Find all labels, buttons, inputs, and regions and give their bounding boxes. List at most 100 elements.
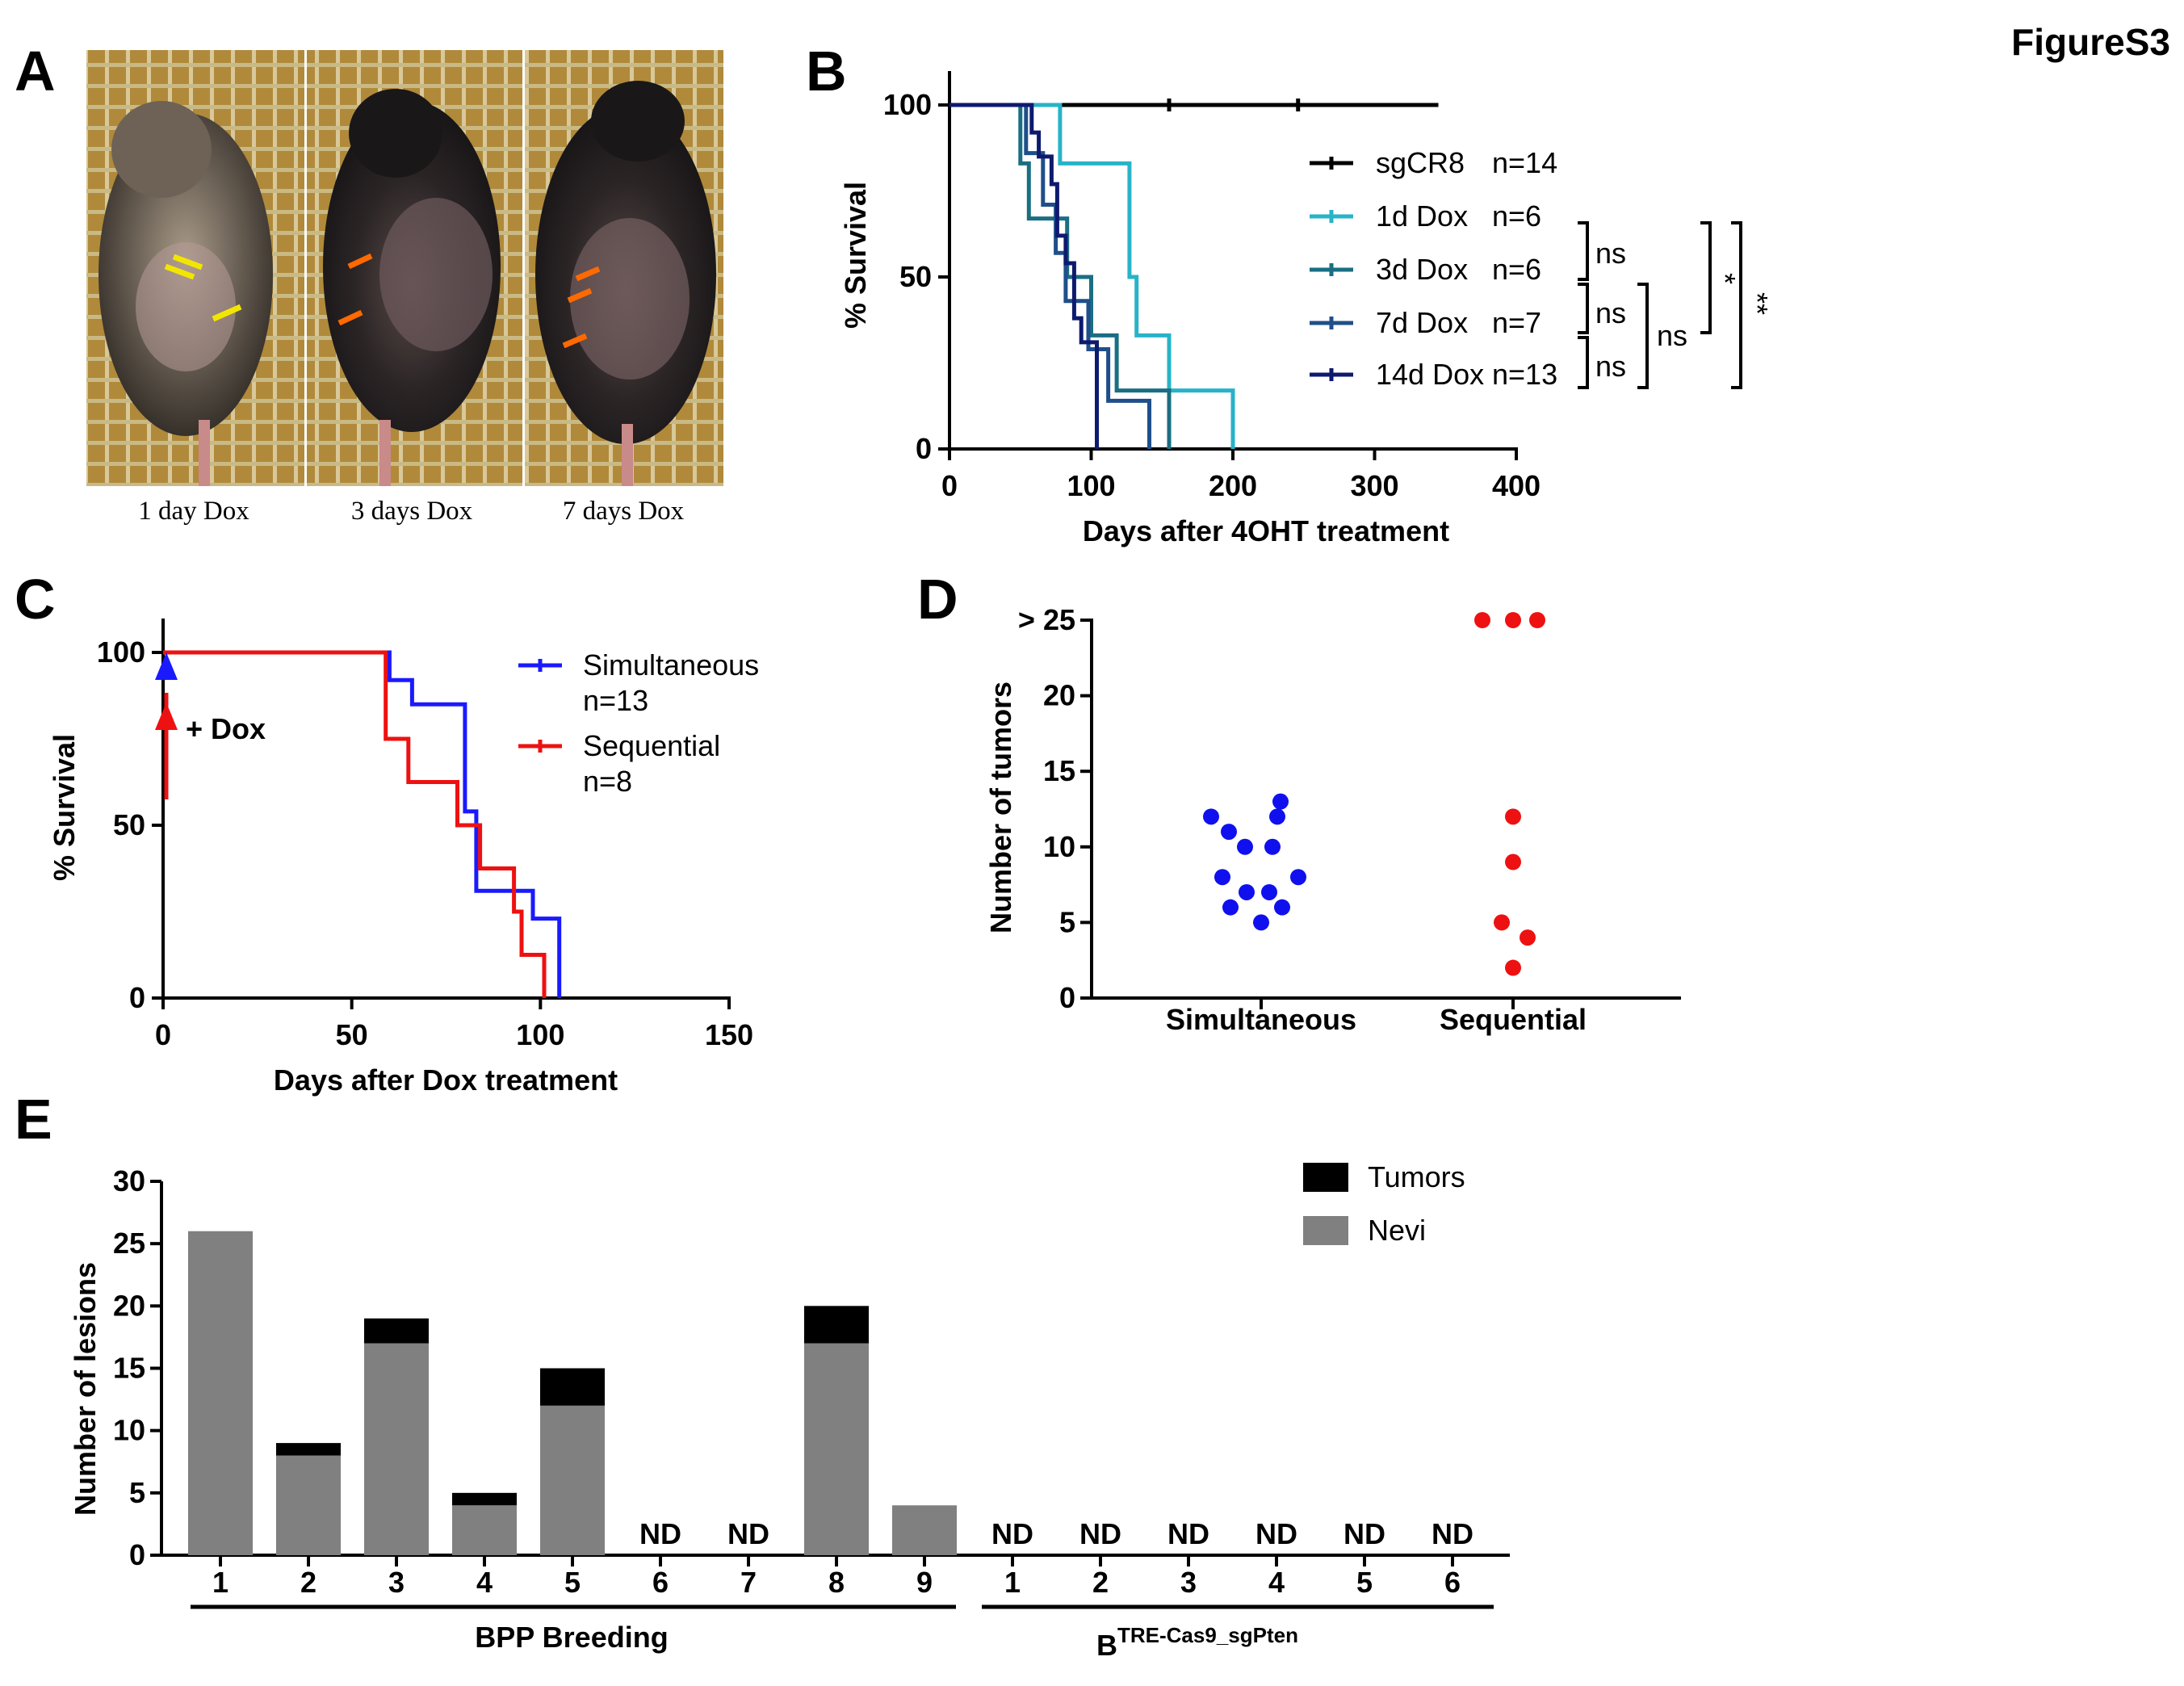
data-point (1505, 959, 1521, 976)
y-tick-label: 100 (883, 88, 932, 121)
x-tick-label: 8 (828, 1566, 845, 1599)
significance-bracket (1578, 336, 1589, 389)
significance-bracket (1731, 221, 1742, 389)
panel-e-ticks: 0 5 10 15 20 25 30 1 2 3 4 5 6 7 8 9 1 2 3 4 5 6 (113, 1164, 1461, 1599)
legend-series-name: 3d Dox (1376, 253, 1468, 286)
bar-nevi (452, 1505, 517, 1555)
y-tick-label: 30 (113, 1164, 145, 1197)
panel-b-x-label: Days after 4OHT treatment (1083, 514, 1449, 547)
panel-b-legend: sgCR8 n=14 1d Dox n=6 3d Dox n=6 7d Dox n=714d … (1310, 146, 1557, 391)
data-point (1203, 808, 1219, 825)
legend-series-n: n=6 (1492, 253, 1541, 286)
nd-label: ND (727, 1517, 769, 1550)
panel-e-bars: ND ND ND ND ND ND ND ND (188, 1231, 1473, 1555)
panel-d-scatter-chart: 0 5 10 15 20 > 25 Simultaneous Sequential Numbe… (984, 603, 1681, 1036)
data-point (1261, 883, 1277, 900)
legend-series-name: Simultaneous (583, 648, 759, 682)
data-point (1505, 808, 1521, 825)
bar-nevi (188, 1231, 253, 1555)
survival-line-14d-dox (949, 103, 1099, 449)
x-tick-label: 2 (300, 1566, 316, 1599)
y-tick-label: 0 (916, 432, 932, 465)
legend-label: Tumors (1368, 1160, 1465, 1193)
panel-b-ticks: 0 100 200 300 400 0 50 100 (883, 88, 1541, 502)
x-tick-label: 1 (212, 1566, 228, 1599)
data-point (1494, 914, 1510, 931)
panel-e-legend: Tumors Nevi (1303, 1160, 1465, 1247)
lesion-arrow (164, 263, 195, 280)
legend-series-n: n=13 (1492, 358, 1557, 391)
data-point (1272, 793, 1289, 810)
panel-label-e: E (15, 1088, 52, 1151)
data-point (1274, 899, 1290, 916)
lesion-arrow (337, 309, 363, 326)
data-point (1474, 612, 1490, 628)
lesion-arrow (567, 287, 593, 304)
legend-series-n: n=6 (1492, 199, 1541, 233)
data-point (1214, 869, 1230, 886)
nd-label: ND (639, 1517, 681, 1550)
blue-arrowhead-icon (155, 652, 178, 680)
lesion-arrow (347, 253, 373, 270)
bar-nevi (540, 1405, 605, 1555)
y-tick-label: 50 (113, 808, 145, 841)
survival-line-simultaneous (163, 650, 562, 998)
bar-nevi (364, 1343, 429, 1555)
group-label-btre: BTRE-Cas9_sgPten (1096, 1623, 1298, 1662)
data-point (1221, 824, 1237, 841)
bar-tumors (804, 1306, 869, 1344)
y-tick-label: 5 (129, 1476, 145, 1509)
panel-d-ticks: 0 5 10 15 20 > 25 Simultaneous Sequential (1018, 603, 1587, 1036)
data-point (1264, 838, 1281, 855)
x-tick-label: 300 (1350, 469, 1398, 502)
y-tick-label: 25 (113, 1227, 145, 1260)
category-label: Sequential (1440, 1003, 1587, 1036)
panel-d-points (1203, 612, 1545, 976)
legend-series-n: n=13 (583, 684, 648, 717)
bar-tumors (540, 1368, 605, 1406)
significance-label: ns (1595, 296, 1626, 329)
data-point (1222, 899, 1239, 916)
panel-label-d: D (917, 568, 958, 631)
x-tick-label: 6 (652, 1566, 669, 1599)
significance-bracket (1637, 283, 1649, 389)
y-tick-label: 15 (1043, 754, 1075, 787)
y-tick-label: 0 (1059, 981, 1075, 1014)
caption-1-day-dox: 1 day Dox (138, 497, 249, 526)
caption-3-days-dox: 3 days Dox (351, 497, 473, 526)
x-tick-label: 2 (1092, 1566, 1109, 1599)
y-tick-label: 100 (97, 635, 145, 669)
group-label-btre-sup: TRE-Cas9_sgPten (1117, 1623, 1298, 1647)
group-label-bpp: BPP Breeding (475, 1621, 668, 1654)
significance-label: * (1708, 273, 1742, 284)
data-point (1505, 853, 1521, 870)
lesion-arrow (172, 254, 203, 271)
panel-b-y-label: % Survival (839, 182, 872, 329)
significance-bracket (1700, 221, 1712, 334)
panel-b-series (949, 99, 1439, 449)
caption-7-days-dox: 7 days Dox (563, 497, 685, 526)
data-point (1290, 869, 1306, 886)
nd-label: ND (1255, 1517, 1297, 1550)
bar-nevi (276, 1455, 341, 1555)
data-point (1520, 929, 1536, 946)
nd-label: ND (1432, 1517, 1473, 1550)
significance-bracket (1578, 221, 1589, 281)
x-tick-label: 100 (1067, 469, 1115, 502)
survival-line-sequential (163, 650, 547, 998)
panel-e-groups: BPP Breeding BTRE-Cas9_sgPten (191, 1604, 1494, 1662)
legend-series-n: n=7 (1492, 306, 1541, 339)
category-label: Simultaneous (1166, 1003, 1356, 1036)
x-tick-label: 6 (1444, 1566, 1461, 1599)
nd-label: ND (991, 1517, 1033, 1550)
nd-label: ND (1344, 1517, 1385, 1550)
x-tick-label: 200 (1209, 469, 1257, 502)
bar-nevi (804, 1343, 869, 1555)
photo-7-days-dox (525, 50, 723, 486)
legend-series-name: 14d Dox (1376, 358, 1484, 391)
x-tick-label: 50 (336, 1018, 368, 1051)
y-tick-label: 15 (113, 1352, 145, 1385)
